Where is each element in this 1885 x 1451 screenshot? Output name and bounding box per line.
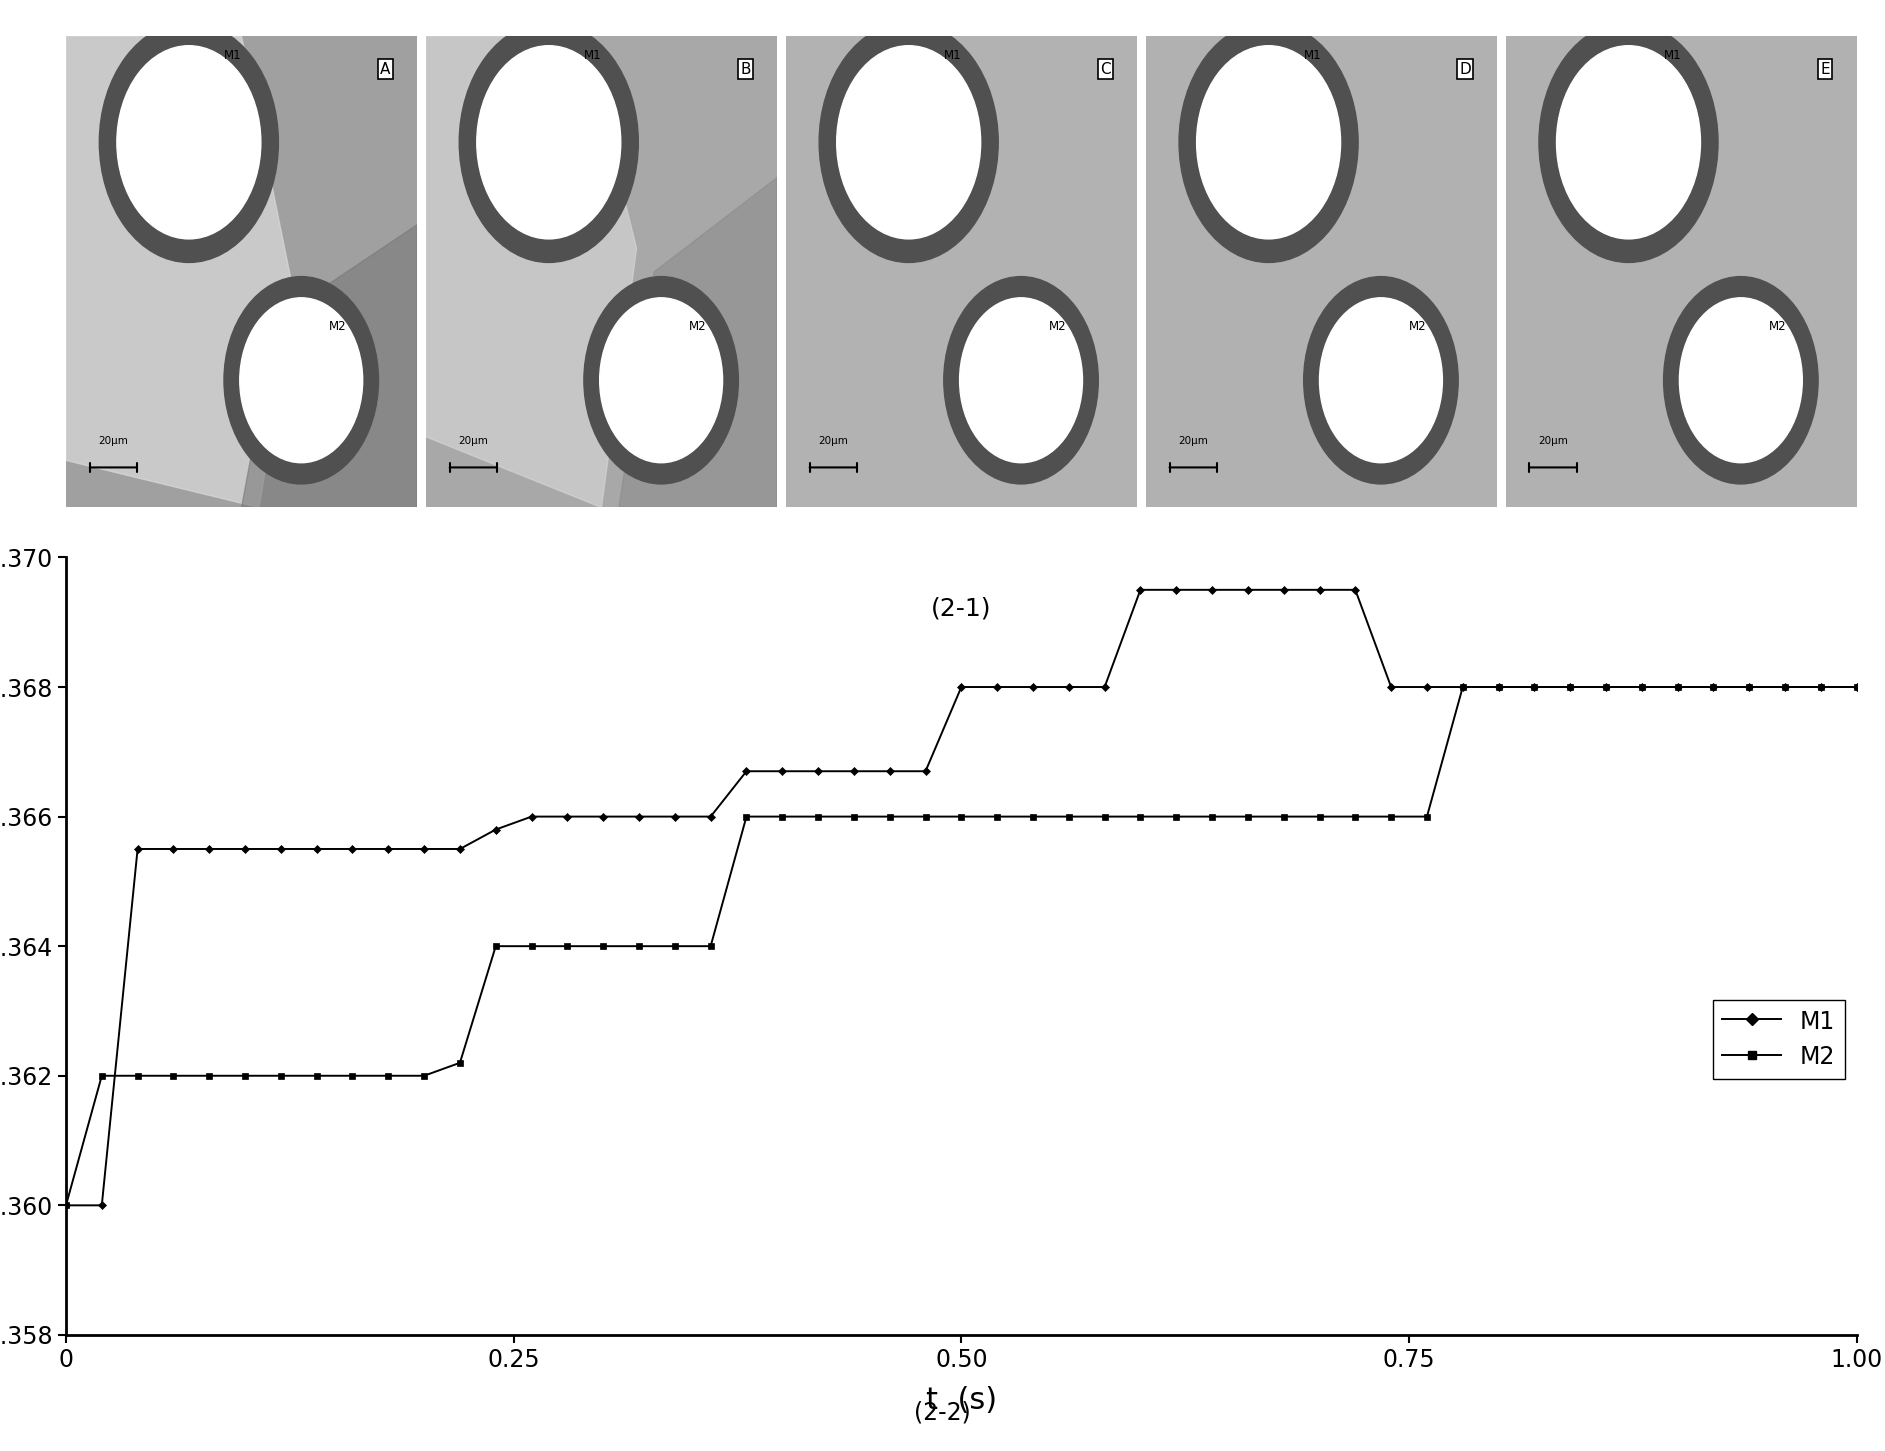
Text: M1: M1 — [1304, 49, 1321, 62]
Text: M2: M2 — [330, 321, 347, 334]
Circle shape — [1557, 45, 1700, 239]
M2 — [1237, 808, 1259, 826]
Text: M1: M1 — [944, 49, 961, 62]
M2 — [449, 1053, 471, 1071]
M1 — [628, 808, 650, 826]
M1 — [1845, 678, 1868, 695]
Text: M1: M1 — [224, 49, 241, 62]
Polygon shape — [618, 177, 777, 508]
M2 — [1845, 678, 1868, 695]
M1 — [1129, 580, 1152, 598]
Text: M2: M2 — [1768, 321, 1787, 334]
Circle shape — [599, 297, 722, 463]
M1 — [1272, 580, 1295, 598]
Circle shape — [477, 45, 620, 239]
Circle shape — [584, 277, 739, 485]
X-axis label: t  (s): t (s) — [926, 1386, 997, 1415]
Circle shape — [1538, 22, 1717, 263]
Circle shape — [117, 45, 260, 239]
Text: M2: M2 — [1410, 321, 1427, 334]
Text: D: D — [1459, 62, 1470, 77]
Text: 20μm: 20μm — [1538, 437, 1568, 447]
M2 — [628, 937, 650, 955]
Text: B: B — [741, 62, 750, 77]
Circle shape — [1304, 277, 1459, 485]
Text: 20μm: 20μm — [458, 437, 488, 447]
Circle shape — [1664, 277, 1819, 485]
Circle shape — [1197, 45, 1340, 239]
M1 — [1810, 678, 1832, 695]
Text: A: A — [381, 62, 390, 77]
Text: (2-2): (2-2) — [914, 1400, 971, 1425]
M1 — [449, 840, 471, 858]
Text: (2-1): (2-1) — [931, 596, 992, 621]
M1 — [592, 808, 615, 826]
Text: M1: M1 — [584, 49, 601, 62]
Text: M2: M2 — [690, 321, 707, 334]
M2 — [55, 1197, 77, 1214]
Circle shape — [239, 297, 362, 463]
Text: M2: M2 — [1050, 321, 1067, 334]
Circle shape — [460, 22, 639, 263]
Circle shape — [837, 45, 980, 239]
Circle shape — [820, 22, 999, 263]
Circle shape — [1320, 297, 1442, 463]
Text: 20μm: 20μm — [818, 437, 848, 447]
M2 — [592, 937, 615, 955]
M2 — [1451, 678, 1474, 695]
Circle shape — [224, 277, 379, 485]
M2 — [1810, 678, 1832, 695]
Circle shape — [100, 22, 279, 263]
Circle shape — [1178, 22, 1357, 263]
Line: M2: M2 — [62, 683, 1860, 1209]
Polygon shape — [241, 225, 417, 508]
Text: M1: M1 — [1664, 49, 1681, 62]
Circle shape — [959, 297, 1082, 463]
Text: 20μm: 20μm — [1178, 437, 1208, 447]
Circle shape — [944, 277, 1099, 485]
Text: E: E — [1821, 62, 1830, 77]
Circle shape — [1680, 297, 1802, 463]
Polygon shape — [426, 36, 637, 508]
Legend: M1, M2: M1, M2 — [1713, 1000, 1845, 1080]
M1 — [1380, 678, 1402, 695]
Text: C: C — [1101, 62, 1110, 77]
M2 — [1344, 808, 1367, 826]
M1 — [55, 1197, 77, 1214]
Polygon shape — [66, 36, 294, 508]
Line: M1: M1 — [62, 586, 1860, 1209]
Text: 20μm: 20μm — [98, 437, 128, 447]
